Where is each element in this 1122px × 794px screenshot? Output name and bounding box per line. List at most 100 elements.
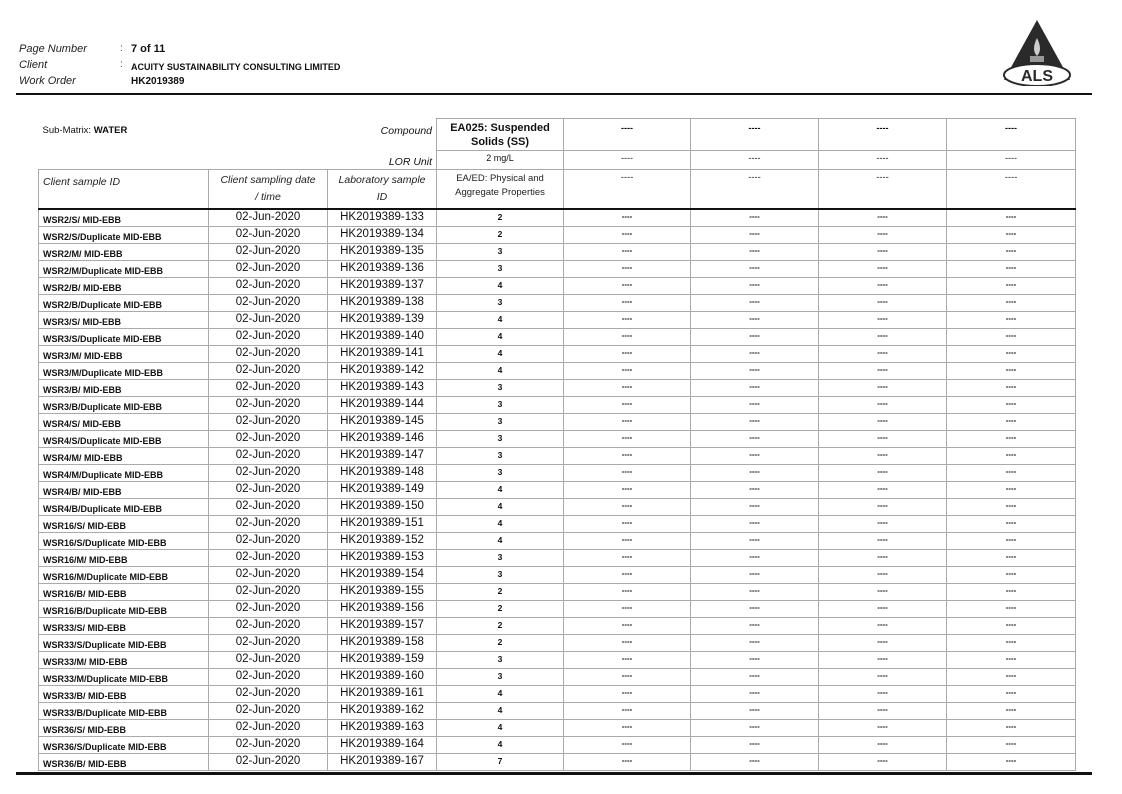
client-sample-id: WSR3/S/ MID-EBB: [38, 310, 209, 329]
empty-result: ----: [690, 429, 820, 448]
empty-result: ----: [946, 548, 1077, 567]
client-sample-id: WSR36/S/Duplicate MID-EBB: [38, 735, 209, 754]
empty-result: ----: [946, 735, 1077, 754]
suspended-solids-value: 2: [436, 633, 565, 652]
empty-result: ----: [690, 361, 820, 380]
client-sample-id: WSR3/B/Duplicate MID-EBB: [38, 395, 209, 414]
lab-sample-id: HK2019389-142: [327, 361, 438, 380]
sampling-date: 02-Jun-2020: [207, 412, 329, 431]
lab-sample-id: HK2019389-143: [327, 378, 438, 397]
sampling-date: 02-Jun-2020: [207, 480, 329, 499]
empty-result: ----: [946, 259, 1077, 278]
table-row: WSR4/M/Duplicate MID-EBB 02-Jun-2020 HK201…: [38, 463, 1077, 482]
empty-result: ----: [690, 735, 820, 754]
suspended-solids-value: 4: [436, 684, 565, 703]
empty-compound: ----: [818, 118, 948, 151]
table-row: WSR3/S/ MID-EBB 02-Jun-2020 HK2019389-139 4…: [38, 310, 1077, 329]
lab-sample-id: HK2019389-161: [327, 684, 438, 703]
table-row: WSR16/B/ MID-EBB 02-Jun-2020 HK2019389-155…: [38, 582, 1077, 601]
sampling-date: 02-Jun-2020: [207, 616, 329, 635]
empty-result: ----: [818, 276, 948, 295]
lab-sample-id: HK2019389-156: [327, 599, 438, 618]
empty-result: ----: [690, 497, 820, 516]
lab-sample-id: HK2019389-150: [327, 497, 438, 516]
suspended-solids-value: 4: [436, 497, 565, 516]
suspended-solids-value: 2: [436, 208, 565, 227]
empty-result: ----: [818, 718, 948, 737]
sampling-date: 02-Jun-2020: [207, 497, 329, 516]
lab-sample-id: HK2019389-160: [327, 667, 438, 686]
empty-result: ----: [563, 735, 692, 754]
client-sample-id: WSR33/S/ MID-EBB: [38, 616, 209, 635]
empty-result: ----: [946, 276, 1077, 295]
empty-result: ----: [563, 633, 692, 652]
sampling-date: 02-Jun-2020: [207, 378, 329, 397]
table-row: WSR33/S/Duplicate MID-EBB 02-Jun-2020 HK20…: [38, 633, 1077, 652]
table-row: WSR4/B/Duplicate MID-EBB 02-Jun-2020 HK201…: [38, 497, 1077, 516]
table-row: WSR16/M/ MID-EBB 02-Jun-2020 HK2019389-153…: [38, 548, 1077, 567]
empty-result: ----: [818, 616, 948, 635]
colon: :: [120, 43, 123, 54]
empty-result: ----: [818, 701, 948, 720]
lab-sample-id: HK2019389-144: [327, 395, 438, 414]
empty-result: ----: [690, 650, 820, 669]
lab-sample-id: HK2019389-146: [327, 429, 438, 448]
empty-result: ----: [563, 446, 692, 465]
table-row: WSR3/B/Duplicate MID-EBB 02-Jun-2020 HK201…: [38, 395, 1077, 414]
empty-result: ----: [946, 497, 1077, 516]
sampling-date: 02-Jun-2020: [207, 667, 329, 686]
empty-result: ----: [690, 412, 820, 431]
table-row: WSR33/B/ MID-EBB 02-Jun-2020 HK2019389-161…: [38, 684, 1077, 703]
client-sample-id: WSR4/M/Duplicate MID-EBB: [38, 463, 209, 482]
suspended-solids-value: 2: [436, 599, 565, 618]
empty-result: ----: [690, 531, 820, 550]
suspended-solids-value: 4: [436, 361, 565, 380]
client-name: ACUITY SUSTAINABILITY CONSULTING LIMITED: [131, 62, 341, 72]
empty-compound: ----: [563, 118, 692, 151]
sampling-date: 02-Jun-2020: [207, 514, 329, 533]
empty-result: ----: [563, 667, 692, 686]
empty-result: ----: [690, 293, 820, 312]
empty-result: ----: [946, 310, 1077, 329]
empty-result: ----: [818, 412, 948, 431]
empty-result: ----: [690, 565, 820, 584]
table-row: WSR36/S/ MID-EBB 02-Jun-2020 HK2019389-163…: [38, 718, 1077, 737]
table-row: WSR3/M/ MID-EBB 02-Jun-2020 HK2019389-141 4…: [38, 344, 1077, 363]
empty-result: ----: [563, 650, 692, 669]
sampling-date: 02-Jun-2020: [207, 293, 329, 312]
client-sample-id: WSR36/S/ MID-EBB: [38, 718, 209, 737]
empty-result: ----: [563, 293, 692, 312]
table-row: WSR36/B/ MID-EBB 02-Jun-2020 HK2019389-167…: [38, 752, 1077, 771]
table-row: WSR16/M/Duplicate MID-EBB 02-Jun-2020 HK20…: [38, 565, 1077, 584]
suspended-solids-value: 3: [436, 242, 565, 261]
empty-result: ----: [946, 514, 1077, 533]
table-row: WSR16/S/Duplicate MID-EBB 02-Jun-2020 HK20…: [38, 531, 1077, 550]
suspended-solids-value: 3: [436, 463, 565, 482]
empty-method: ----: [946, 169, 1077, 209]
col-lab-sample-id: Laboratory sample ID: [327, 169, 438, 209]
sampling-date: 02-Jun-2020: [207, 276, 329, 295]
empty-result: ----: [946, 582, 1077, 601]
empty-lor: ----: [946, 150, 1077, 170]
empty-result: ----: [946, 531, 1077, 550]
empty-result: ----: [818, 684, 948, 703]
empty-lor: ----: [818, 150, 948, 170]
method-group: EA/ED: Physical and Aggregate Properties: [436, 169, 565, 209]
empty-result: ----: [690, 616, 820, 635]
empty-result: ----: [563, 565, 692, 584]
empty-compound: ----: [946, 118, 1077, 151]
suspended-solids-value: 4: [436, 735, 565, 754]
lab-sample-id: HK2019389-135: [327, 242, 438, 261]
suspended-solids-value: 3: [436, 650, 565, 669]
lab-sample-id: HK2019389-158: [327, 633, 438, 652]
empty-lor: ----: [690, 150, 820, 170]
empty-result: ----: [563, 514, 692, 533]
client-sample-id: WSR33/B/ MID-EBB: [38, 684, 209, 703]
empty-result: ----: [563, 548, 692, 567]
empty-result: ----: [946, 480, 1077, 499]
empty-result: ----: [818, 378, 948, 397]
empty-result: ----: [690, 718, 820, 737]
empty-result: ----: [690, 701, 820, 720]
table-row: WSR36/S/Duplicate MID-EBB 02-Jun-2020 HK20…: [38, 735, 1077, 754]
empty-result: ----: [818, 446, 948, 465]
